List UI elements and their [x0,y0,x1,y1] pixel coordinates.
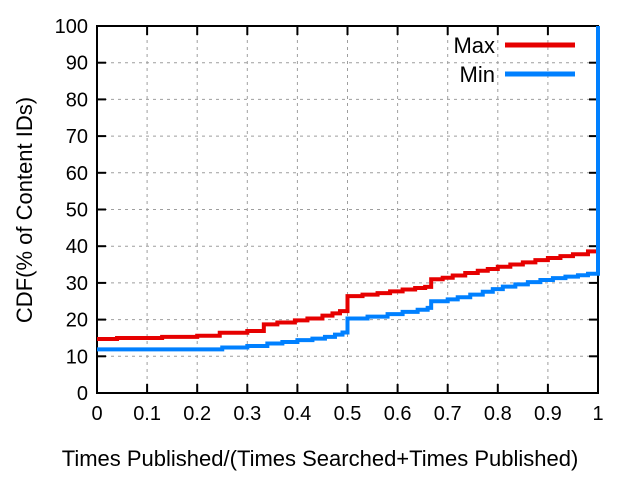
x-tick-label: 0.4 [283,403,311,425]
y-tick-label: 40 [66,236,88,258]
y-axis-title: CDF(% of Content IDs) [12,97,37,323]
y-tick-label: 20 [66,310,88,332]
y-tick-label: 70 [66,126,88,148]
y-tick-label: 90 [66,53,88,75]
y-tick-label: 0 [77,383,88,405]
x-tick-label: 0.7 [434,403,462,425]
x-tick-label: 0.1 [133,403,161,425]
x-tick-label: 0.3 [233,403,261,425]
y-tick-label: 30 [66,273,88,295]
x-tick-label: 0.2 [183,403,211,425]
x-tick-label: 0 [91,403,102,425]
legend-label-min: Min [460,62,495,87]
x-axis-title: Times Published/(Times Searched+Times Pu… [62,446,579,471]
x-tick-label: 0.5 [334,403,362,425]
tick-labels: 0 0.1 0.2 0.3 0.4 0.5 0.6 0.7 0.8 0.9 101020304050… [55,16,604,425]
x-tick-label: 1 [592,403,603,425]
y-tick-label: 80 [66,89,88,111]
min-curve [97,26,600,352]
x-tick-label: 0.6 [384,403,412,425]
y-tick-label: 60 [66,163,88,185]
x-tick-label: 0.8 [484,403,512,425]
x-tick-label: 0.9 [534,403,562,425]
y-tick-label: 50 [66,200,88,222]
curves [97,26,600,352]
max-curve [97,26,600,342]
y-tick-label: 100 [55,16,88,38]
gridlines [97,26,598,393]
legend-label-max: Max [453,33,495,58]
legend: Max Min [453,33,575,87]
y-tick-label: 10 [66,346,88,368]
